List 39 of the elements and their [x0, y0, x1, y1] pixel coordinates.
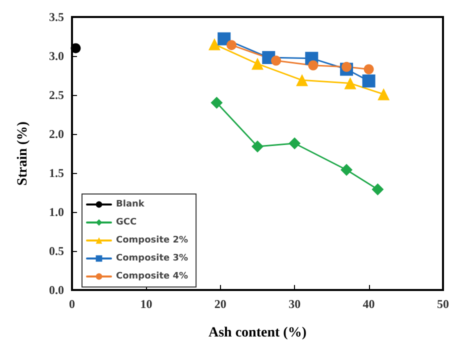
y-axis-title: Strain (%) [16, 121, 30, 186]
y-tick-label: 1.0 [49, 205, 64, 219]
point [210, 96, 223, 109]
legend-label: Composite 2% [116, 236, 188, 246]
legend-label: Blank [116, 200, 146, 210]
point [340, 164, 353, 176]
legend-label: Composite 4% [116, 272, 188, 282]
point [252, 58, 264, 70]
point [372, 183, 384, 196]
point [271, 56, 282, 66]
point [362, 74, 376, 88]
x-axis-title: Ash content (%) [208, 326, 307, 340]
y-tick-label: 1.5 [49, 166, 64, 180]
y-tick-label: 2.5 [49, 88, 64, 102]
legend-label: GCC [116, 218, 137, 228]
x-tick-label: 10 [140, 297, 152, 311]
point [70, 43, 81, 54]
legend-label: Composite 3% [116, 254, 188, 264]
x-tick-label: 30 [288, 297, 301, 311]
x-tick-label: 20 [214, 297, 226, 311]
x-tick-label: 40 [362, 297, 375, 311]
y-tick-label: 0.5 [49, 244, 64, 258]
point [296, 74, 308, 86]
y-tick-label: 0.0 [49, 283, 64, 297]
point [364, 64, 374, 74]
point [288, 137, 301, 150]
y-tick-label: 2.0 [49, 127, 64, 141]
point [208, 38, 220, 50]
point [218, 32, 231, 46]
y-tick-label: 3.0 [49, 49, 64, 63]
point [342, 62, 352, 72]
point [344, 77, 356, 90]
point [378, 88, 390, 100]
point [226, 40, 237, 50]
x-tick-label: 0 [69, 297, 75, 311]
point [252, 140, 264, 152]
x-tick-label: 50 [437, 297, 449, 311]
point [308, 60, 318, 70]
y-tick-label: 3.5 [49, 10, 64, 24]
